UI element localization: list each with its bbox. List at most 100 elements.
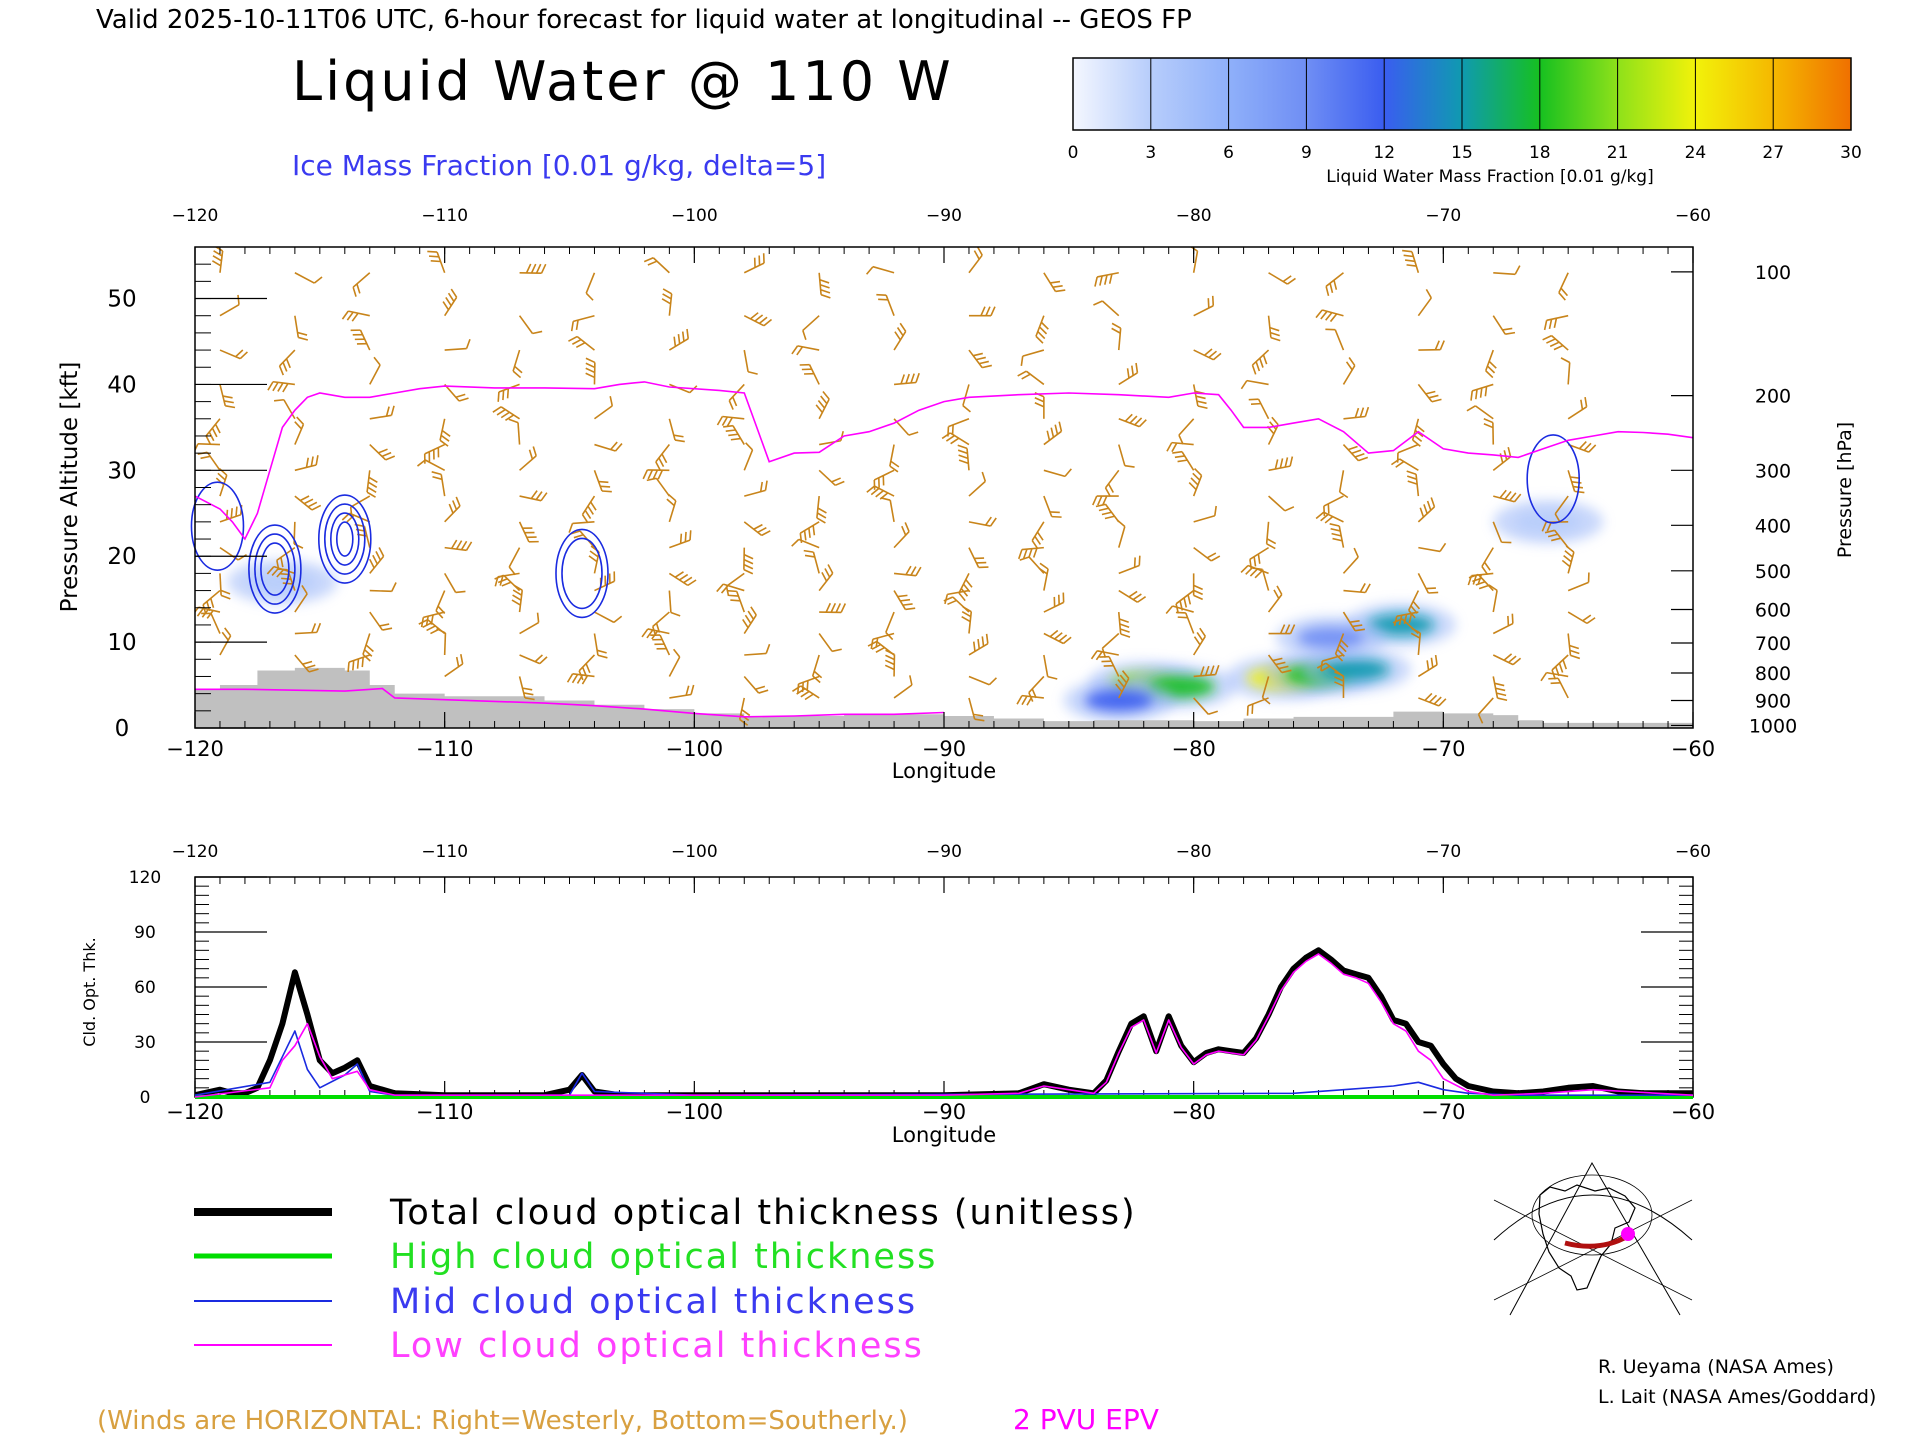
wind-barb: [968, 633, 989, 656]
wind-barb: [968, 547, 989, 569]
wind-barb: [416, 459, 446, 472]
wind-barb: [1468, 573, 1494, 592]
wind-barb: [436, 627, 447, 656]
wind-barb: [267, 380, 295, 393]
wind-barb: [518, 521, 539, 543]
wind-barb: [347, 654, 371, 673]
wind-barb: [1492, 315, 1516, 335]
legend-high: High cloud optical thickness: [390, 1237, 937, 1277]
pressure-tick: 1000: [1749, 715, 1797, 737]
wind-barb: [1267, 654, 1292, 674]
wind-barb: [492, 406, 521, 422]
wind-barb: [294, 272, 323, 284]
ice-contour: [248, 524, 302, 614]
wind-barb: [341, 310, 370, 322]
ice-contour: [190, 481, 245, 571]
bottom-x-tick: −120: [166, 1100, 224, 1124]
wind-barb: [968, 675, 998, 686]
wind-barb: [1481, 547, 1494, 576]
top-x-tick: −110: [416, 737, 474, 761]
wind-barb: [799, 521, 820, 544]
wind-barb: [1334, 633, 1349, 662]
ice-contour: [329, 512, 360, 566]
wind-barb: [1043, 629, 1072, 645]
wind-barb: [1342, 357, 1356, 385]
liquid-water-blob: [1296, 626, 1365, 649]
pressure-tick: 800: [1755, 663, 1791, 685]
cross-section-panel: −120 −120 −110 −110 −100 −100 −90 −90 −80 −80 −70 −…: [107, 206, 1797, 761]
wind-barb: [666, 493, 677, 523]
wind-barb: [1192, 627, 1207, 656]
wind-barb: [1193, 295, 1215, 317]
wind-barb: [1268, 272, 1296, 285]
wind-barb: [431, 471, 446, 497]
wind-barb: [444, 339, 471, 351]
top-y-tick: 50: [107, 287, 136, 313]
top-x2-tick: −120: [172, 206, 219, 226]
wind-barb: [668, 571, 697, 587]
wind-barb: [1117, 611, 1131, 638]
top-y2label: Pressure [hPa]: [1834, 422, 1856, 558]
wind-barb: [1268, 624, 1296, 635]
wind-barb: [669, 530, 692, 549]
wind-barb: [1092, 495, 1119, 506]
colorbar-tick-label: 6: [1223, 143, 1234, 163]
wind-barb: [962, 384, 971, 413]
colorbar-tick-label: 24: [1685, 143, 1707, 163]
wind-barb: [1492, 613, 1514, 635]
colorbar-tick-label: 9: [1301, 143, 1312, 163]
wind-barb: [723, 424, 745, 445]
top-x2-tick: −80: [1176, 206, 1212, 226]
wind-barb: [518, 676, 535, 701]
wind-barb: [1544, 529, 1569, 549]
bottom-xlabel: Longitude: [892, 1123, 996, 1147]
wind-barb: [427, 250, 446, 274]
wind-barb: [444, 539, 473, 552]
terrain-fill: [195, 667, 1693, 728]
wind-barb: [1192, 384, 1208, 410]
wind-barb: [294, 622, 322, 635]
wind-barb: [893, 675, 913, 699]
wind-barb: [815, 391, 830, 420]
bottom-x2-tick: −80: [1176, 842, 1212, 862]
wind-barb: [519, 654, 548, 665]
ice-contour: [317, 494, 372, 584]
wind-barb: [423, 443, 446, 464]
bottom-x2-tick: −60: [1675, 842, 1711, 862]
bottom-ylabel: Cld. Opt. Thk.: [80, 937, 99, 1046]
wind-barb: [1567, 572, 1590, 592]
pressure-tick: 200: [1755, 386, 1791, 408]
wind-barb: [294, 455, 319, 472]
colorbar-tick-label: 30: [1840, 143, 1862, 163]
wind-barb: [1193, 697, 1219, 716]
top-y-tick: 30: [107, 458, 136, 484]
top-y-tick: 40: [107, 372, 136, 398]
locator-map: [1493, 1161, 1693, 1316]
colorbar-label: Liquid Water Mass Fraction [0.01 g/kg]: [1326, 167, 1653, 187]
wind-barb: [508, 418, 521, 445]
colorbar-tick-label: 15: [1451, 143, 1473, 163]
wind-barb: [1492, 521, 1512, 544]
wind-barb: [1240, 564, 1269, 579]
main-title: Liquid Water @ 110 W: [292, 50, 954, 113]
top-y-tick: 0: [115, 716, 130, 742]
wind-barb: [1484, 349, 1497, 379]
bottom-y-tick: 0: [140, 1088, 151, 1108]
wind-barb: [1343, 583, 1371, 594]
wind-barb: [1175, 611, 1195, 634]
legend-mid: Mid cloud optical thickness: [390, 1282, 917, 1322]
wind-barb: [1193, 664, 1220, 678]
wind-barb: [1240, 379, 1269, 390]
valid-line: Valid 2025-10-11T06 UTC, 6-hour forecast…: [96, 5, 1192, 35]
wind-barb: [1043, 421, 1063, 446]
wind-barb: [743, 349, 758, 375]
wind-barb: [568, 521, 595, 533]
wind-barb: [1246, 697, 1269, 716]
wind-barb: [1418, 692, 1447, 707]
bottom-y-tick: 30: [134, 1033, 156, 1053]
wind-barb: [1034, 392, 1045, 419]
wind-barb: [593, 396, 614, 420]
wind-barb: [668, 648, 681, 677]
wind-barb: [669, 684, 695, 699]
top-x-tick: −120: [166, 737, 224, 761]
